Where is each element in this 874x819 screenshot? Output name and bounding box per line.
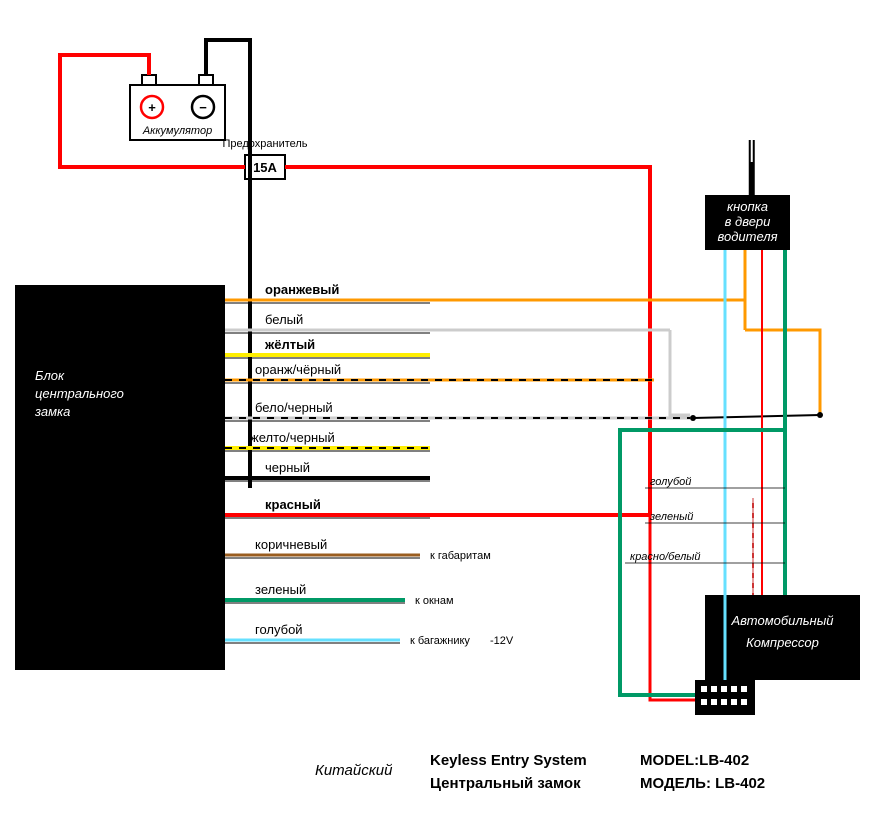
svg-text:коричневый: коричневый xyxy=(255,537,327,552)
svg-text:к окнам: к окнам xyxy=(415,595,454,607)
svg-text:Предохранитель: Предохранитель xyxy=(222,138,307,150)
wiring-diagram: + − Аккумулятор Предохранитель 15A кнопкав дв… xyxy=(0,0,874,819)
svg-text:центрального: центрального xyxy=(35,386,124,401)
svg-text:голубой: голубой xyxy=(255,622,303,637)
svg-text:Компрессор: Компрессор xyxy=(746,635,819,650)
svg-text:оранжевый: оранжевый xyxy=(265,282,339,297)
svg-text:красно/белый: красно/белый xyxy=(630,551,701,563)
svg-text:зеленый: зеленый xyxy=(649,511,693,523)
svg-text:кнопка: кнопка xyxy=(727,199,768,214)
svg-text:Центральный замок: Центральный замок xyxy=(430,775,581,792)
svg-text:MODEL:LB-402: MODEL:LB-402 xyxy=(640,752,749,769)
svg-text:замка: замка xyxy=(34,404,70,419)
svg-text:к габаритам: к габаритам xyxy=(430,550,491,562)
svg-text:желто/черный: желто/черный xyxy=(250,430,335,445)
svg-text:зеленый: зеленый xyxy=(255,582,306,597)
svg-text:бело/черный: бело/черный xyxy=(255,400,333,415)
svg-text:оранж/чёрный: оранж/чёрный xyxy=(255,362,341,377)
svg-text:15A: 15A xyxy=(253,160,277,175)
svg-text:Аккумулятор: Аккумулятор xyxy=(142,125,212,137)
svg-text:-12V: -12V xyxy=(490,635,514,647)
svg-text:Keyless Entry System: Keyless Entry System xyxy=(430,752,587,769)
svg-text:Автомобильный: Автомобильный xyxy=(730,613,833,628)
svg-text:Блок: Блок xyxy=(35,368,65,383)
svg-text:жёлтый: жёлтый xyxy=(264,337,315,352)
svg-text:голубой: голубой xyxy=(650,476,691,488)
svg-text:Китайский: Китайский xyxy=(315,762,393,779)
svg-text:−: − xyxy=(199,100,207,115)
svg-text:в двери: в двери xyxy=(725,214,771,229)
svg-text:к багажнику: к багажнику xyxy=(410,635,470,647)
svg-text:красный: красный xyxy=(265,497,321,512)
svg-text:+: + xyxy=(148,100,156,115)
svg-text:водителя: водителя xyxy=(717,229,777,244)
svg-text:черный: черный xyxy=(265,460,310,475)
svg-text:белый: белый xyxy=(265,312,303,327)
svg-text:МОДЕЛЬ: LB-402: МОДЕЛЬ: LB-402 xyxy=(640,775,765,792)
